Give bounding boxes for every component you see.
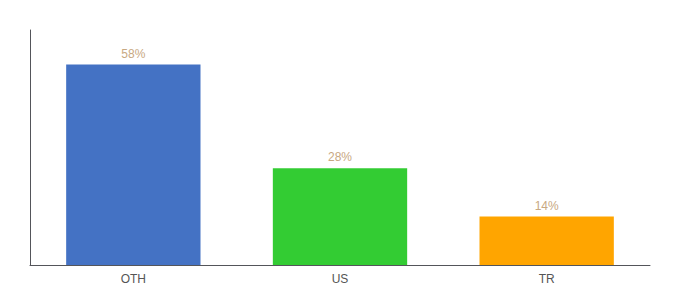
svg-text:US: US xyxy=(332,272,349,286)
svg-text:58%: 58% xyxy=(121,47,145,61)
svg-text:TR: TR xyxy=(539,272,555,286)
svg-text:OTH: OTH xyxy=(121,272,146,286)
svg-text:14%: 14% xyxy=(535,199,559,213)
svg-text:28%: 28% xyxy=(328,150,352,164)
